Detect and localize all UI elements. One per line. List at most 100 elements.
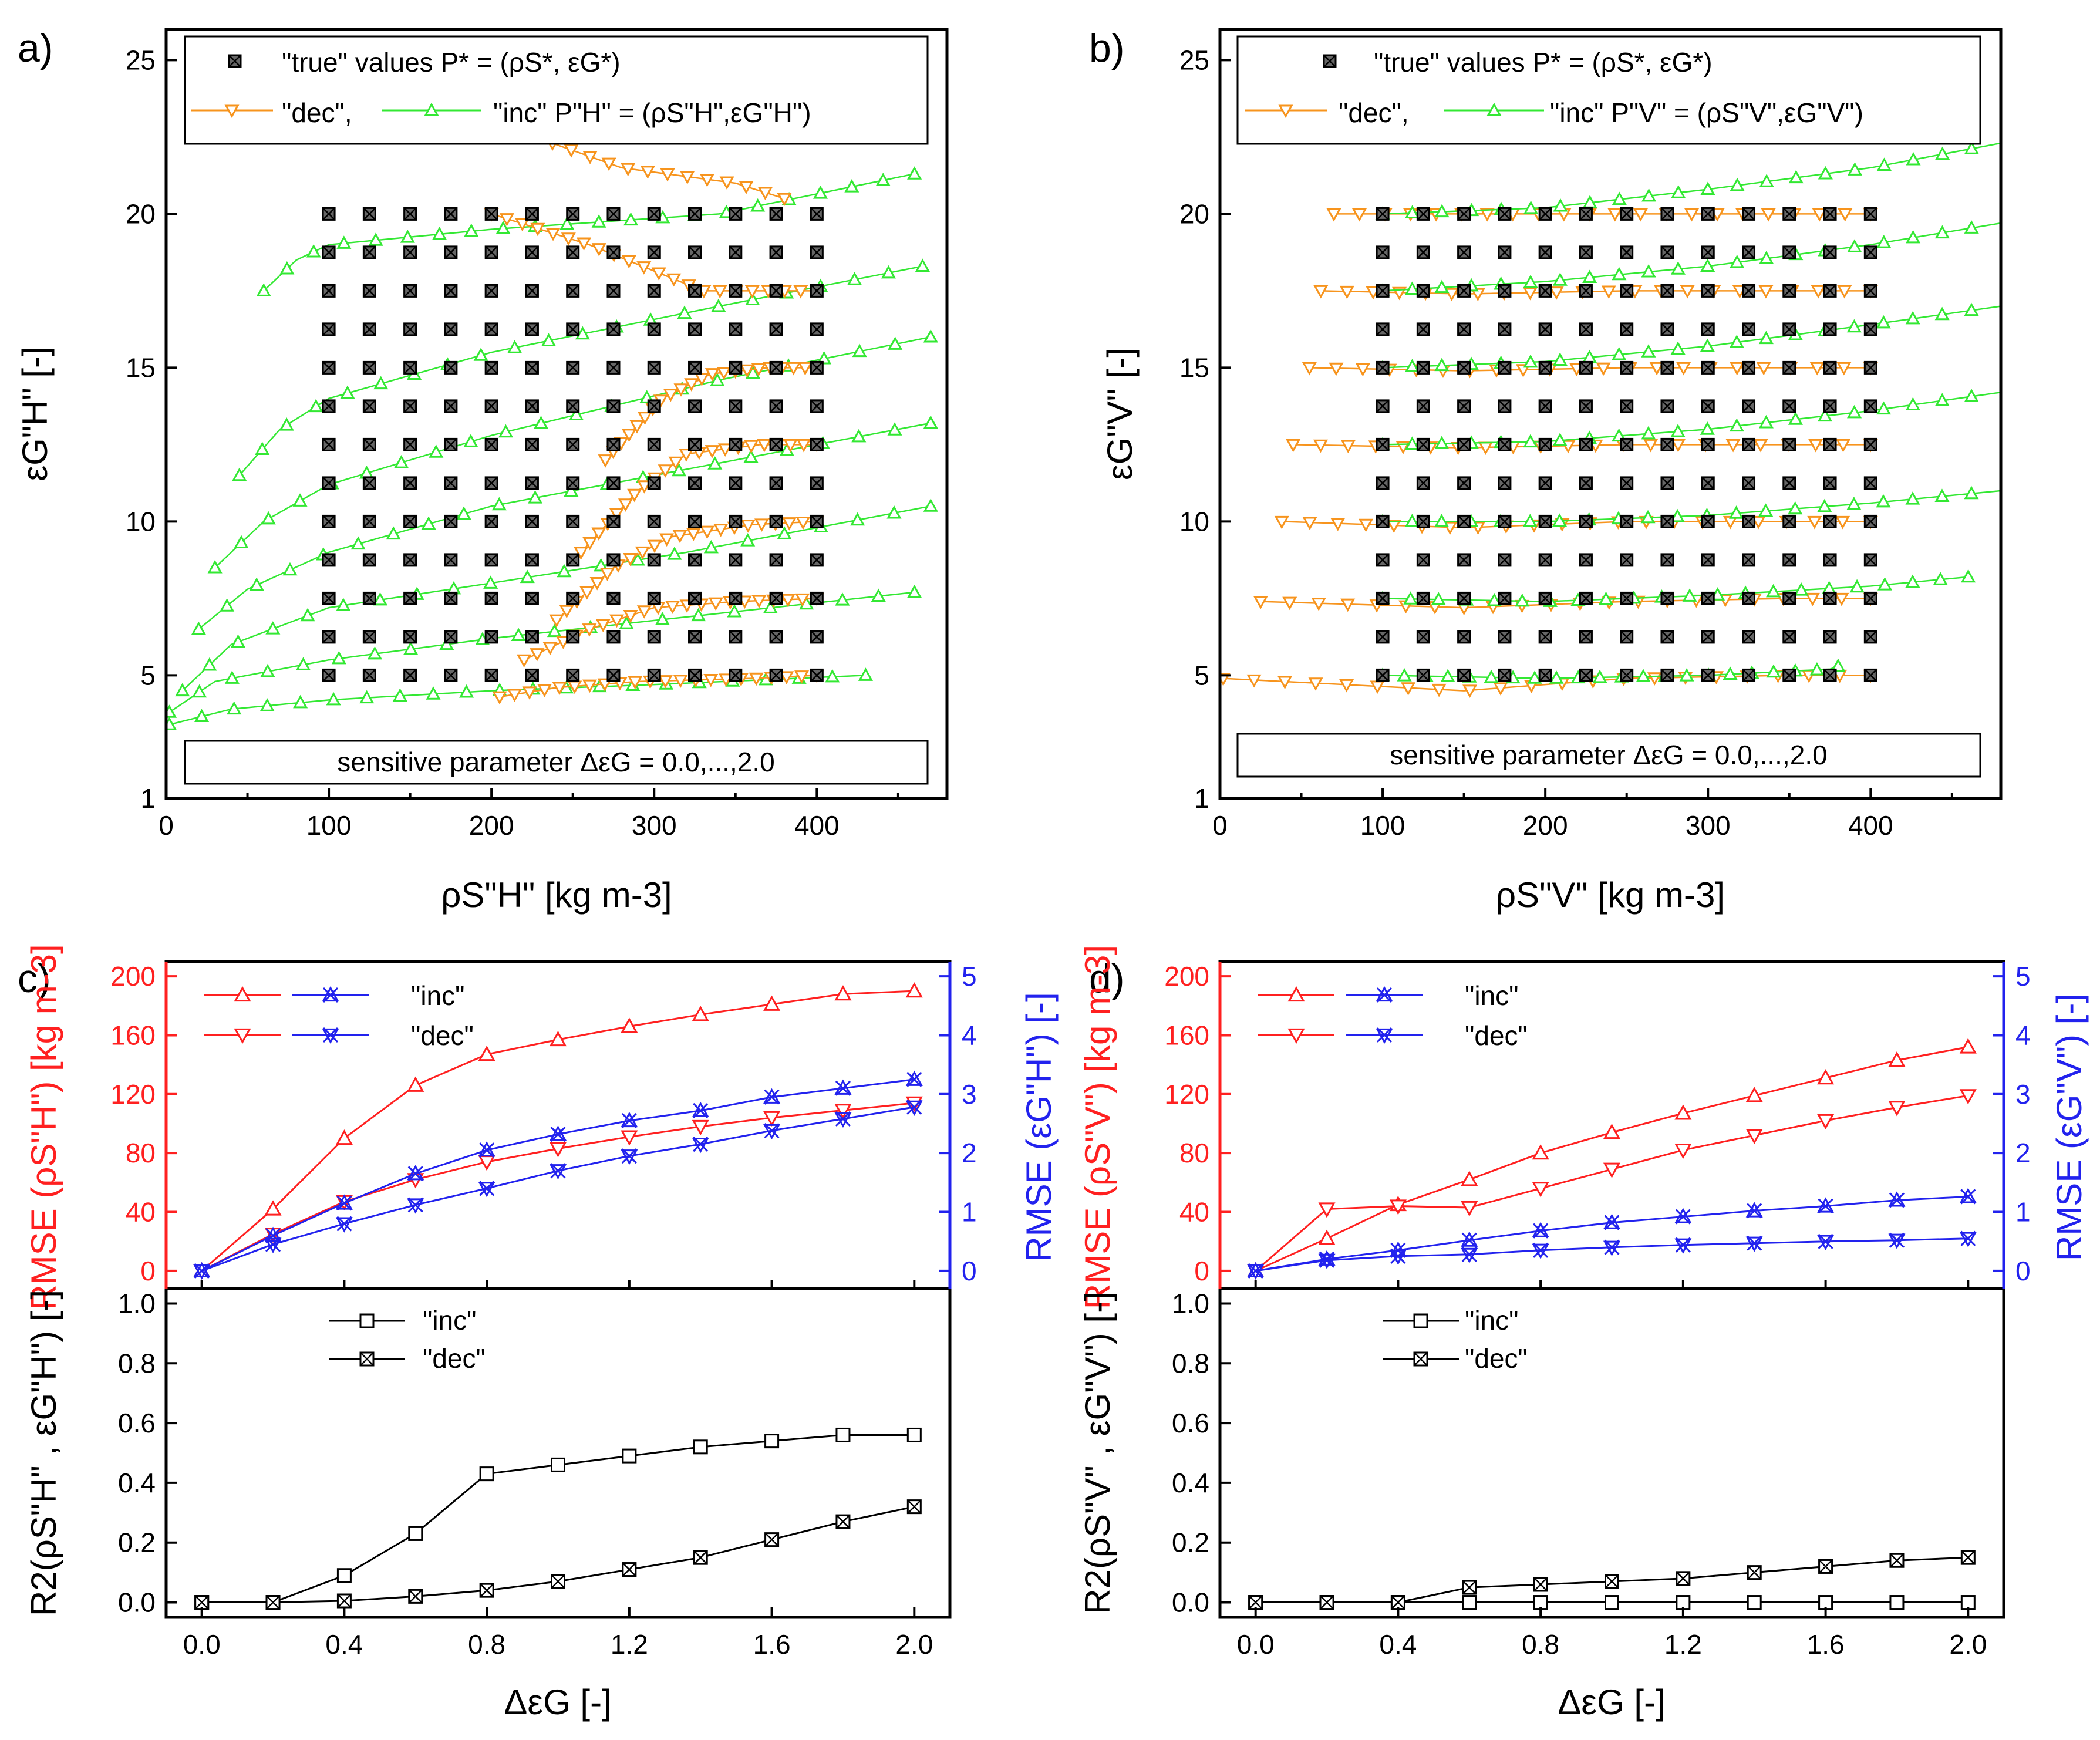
b-inc-series-1-pt <box>1612 267 1627 281</box>
data-point-x2 <box>1747 1235 1762 1251</box>
a-inc-series-1-pt <box>224 670 240 684</box>
b-dec-series-2-pt <box>1730 362 1745 376</box>
data-point <box>549 1030 567 1047</box>
true-value-marker <box>362 553 376 567</box>
a-dec-series-3-pt <box>582 537 598 551</box>
true-value-marker-x2 <box>1539 284 1552 298</box>
true-value-marker-x2 <box>1498 284 1511 298</box>
true-value-marker <box>1457 591 1471 605</box>
data-point-x2 <box>265 1236 281 1252</box>
true-value-marker <box>1660 245 1674 259</box>
true-value-marker-x2 <box>525 207 539 221</box>
true-value-marker <box>1457 322 1471 336</box>
true-value-marker-x2 <box>403 669 417 682</box>
true-value-marker-x2 <box>363 207 376 221</box>
true-value-marker-x2 <box>1864 207 1877 221</box>
true-value-marker <box>1498 399 1512 413</box>
true-value-marker <box>810 437 824 451</box>
b-inc-series-3-line <box>1383 392 2001 446</box>
a-dec-series-5-pt <box>712 285 727 299</box>
a-dec-series-4-pt <box>673 383 689 397</box>
true-value-marker <box>729 630 743 644</box>
data-point <box>1888 1101 1906 1117</box>
a-dec-series-2-pt <box>686 528 701 541</box>
data-point <box>1462 1595 1477 1610</box>
true-value-marker-x2 <box>566 438 579 451</box>
a-dec-series-2-pt <box>579 586 595 600</box>
data-point-x2 <box>621 1112 637 1129</box>
a-inc-series-2-pt <box>923 498 938 512</box>
true-value-marker-x2 <box>525 554 539 566</box>
data-point-tri <box>407 1165 424 1181</box>
data-point-tri <box>763 1124 781 1140</box>
true-value-marker-x2 <box>525 400 539 413</box>
true-value-marker <box>606 668 621 682</box>
true-value-marker-x2 <box>444 515 457 528</box>
data-point-tri <box>1532 1243 1549 1259</box>
true-value-marker <box>1701 591 1715 605</box>
true-value-marker-x2 <box>648 284 661 298</box>
a-dec-series-0-pt <box>522 686 537 700</box>
a-inc-series-1-pt <box>907 584 922 598</box>
b-dec-series-4-pt <box>1835 515 1850 530</box>
a-inc-series-3-pt <box>672 463 687 477</box>
panel-b-data <box>1220 141 2001 698</box>
true-value-marker <box>1620 553 1634 567</box>
a-inc-series-0-pt <box>459 684 474 698</box>
true-value-marker-x2 <box>1498 400 1511 413</box>
true-value-marker <box>444 437 458 451</box>
data-point <box>479 1583 494 1598</box>
true-value-marker-x2 <box>403 400 417 413</box>
data-point <box>1959 1188 1977 1205</box>
a-dec-series-3-pt <box>636 480 652 494</box>
true-value-marker <box>362 476 376 490</box>
true-value-marker <box>403 591 417 605</box>
true-value-marker <box>688 437 702 451</box>
true-value-marker <box>484 476 498 490</box>
true-value-marker <box>1782 399 1796 413</box>
b-inc-series-5-pt <box>1515 593 1530 607</box>
data-point <box>1817 1069 1835 1085</box>
true-value-marker <box>769 630 783 644</box>
true-value-marker <box>606 207 621 221</box>
panel-d-axes: 0 40 80 120 160 200 0 1 2 3 4 5 0.0 0.2 0.4 0.6 0.8 1.0 0.… <box>1164 961 2030 1660</box>
a-inc-series-2-pt <box>703 539 719 554</box>
a-dec-series-3-pt <box>668 456 683 470</box>
true-value-marker <box>1823 591 1837 605</box>
data-point <box>1462 1580 1477 1595</box>
true-value-marker <box>1782 322 1796 336</box>
true-value-marker <box>1660 630 1674 644</box>
true-value-marker-x2 <box>1742 592 1755 605</box>
true-value-marker-x2 <box>1579 361 1593 375</box>
true-value-marker <box>444 668 458 682</box>
true-value-marker <box>444 322 458 336</box>
true-value-marker-x2 <box>363 630 376 643</box>
d-top-series-2 <box>1247 1188 1977 1279</box>
true-value-marker <box>1660 553 1674 567</box>
true-value-marker <box>1782 437 1796 451</box>
true-value-marker-x2 <box>1701 284 1715 298</box>
a-plot-area <box>166 117 938 730</box>
b-inc-series-4-pt <box>1522 514 1538 527</box>
true-value-marker-x2 <box>770 630 783 643</box>
true-value-marker-x2 <box>1620 284 1633 298</box>
data-point-x2 <box>266 1595 280 1610</box>
a-dec-series-0-pt <box>507 689 523 703</box>
y-right-tick-label: 3 <box>2015 1079 2031 1110</box>
true-value-marker-x2 <box>1539 515 1552 528</box>
true-value-marker <box>647 284 661 298</box>
b-inc-series-5-pt <box>1431 592 1446 605</box>
a-inc-series-0-pt <box>194 709 210 723</box>
true-value-marker <box>525 630 539 644</box>
data-point-tri <box>549 1164 567 1180</box>
b-inc-series-6-pt <box>1527 670 1542 684</box>
true-value-marker <box>444 399 458 413</box>
legend-dec-eps-icon-x2 <box>322 1027 339 1043</box>
true-value-marker-x2 <box>1539 477 1552 490</box>
true-value-marker <box>444 630 458 644</box>
legend-inc-eps-icon-tri <box>1376 986 1393 1002</box>
true-value-marker-x2 <box>1782 207 1796 221</box>
panel-d-data <box>1247 1038 1977 1610</box>
b-inc-series-5-pt <box>1849 579 1865 593</box>
b-inc-series-2-pt <box>1523 354 1538 368</box>
